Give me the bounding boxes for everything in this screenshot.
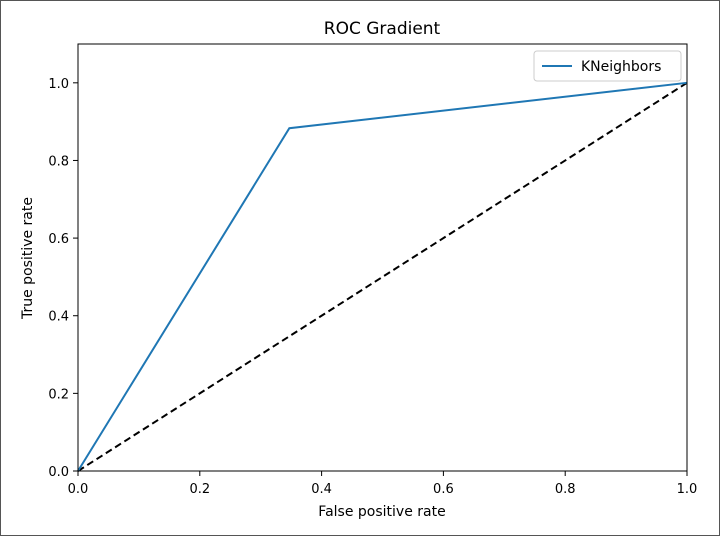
y-tick-label: 0.2 bbox=[48, 387, 69, 402]
y-tick-label: 0.0 bbox=[48, 465, 69, 480]
chart-title: ROC Gradient bbox=[324, 19, 441, 39]
x-tick-label: 1.0 bbox=[677, 482, 698, 497]
y-tick-label: 0.6 bbox=[48, 232, 69, 247]
x-axis-label: False positive rate bbox=[318, 504, 445, 520]
plot-area: 0.0 0.2 0.4 0.6 0.8 1.0 0.0 0.2 0.4 0.6 0.8 1.0 bbox=[48, 43, 698, 497]
x-tick-label: 0.8 bbox=[555, 482, 576, 497]
y-tick-label: 0.8 bbox=[48, 154, 69, 169]
x-tick-label: 0.6 bbox=[433, 482, 454, 497]
y-axis-label: True positive rate bbox=[20, 197, 36, 320]
x-tick-label: 0.4 bbox=[311, 482, 332, 497]
legend: KNeighbors bbox=[533, 50, 682, 82]
legend-label: KNeighbors bbox=[581, 59, 661, 75]
y-tick-label: 0.4 bbox=[48, 310, 69, 325]
x-tick-label: 0.0 bbox=[68, 482, 89, 497]
y-tick-label: 1.0 bbox=[48, 77, 69, 92]
series-line-kneighbors bbox=[77, 81, 688, 472]
legend-box bbox=[533, 50, 682, 82]
axes-frame bbox=[77, 43, 688, 472]
x-tick-label: 0.2 bbox=[189, 482, 210, 497]
reference-diagonal-line bbox=[77, 81, 688, 472]
